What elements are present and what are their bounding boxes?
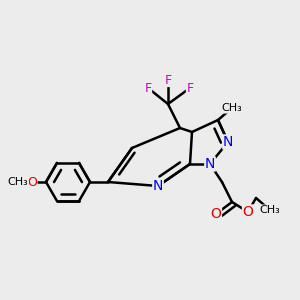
Text: F: F bbox=[164, 74, 172, 86]
Text: CH₃: CH₃ bbox=[8, 177, 29, 187]
Text: N: N bbox=[223, 135, 233, 149]
Text: N: N bbox=[205, 157, 215, 171]
Text: CH₃: CH₃ bbox=[222, 103, 242, 113]
Text: O: O bbox=[211, 207, 221, 221]
Text: F: F bbox=[186, 82, 194, 94]
Text: O: O bbox=[243, 205, 254, 219]
Text: O: O bbox=[27, 176, 37, 188]
Text: F: F bbox=[144, 82, 152, 94]
Text: N: N bbox=[153, 179, 163, 193]
Text: CH₃: CH₃ bbox=[260, 205, 280, 215]
